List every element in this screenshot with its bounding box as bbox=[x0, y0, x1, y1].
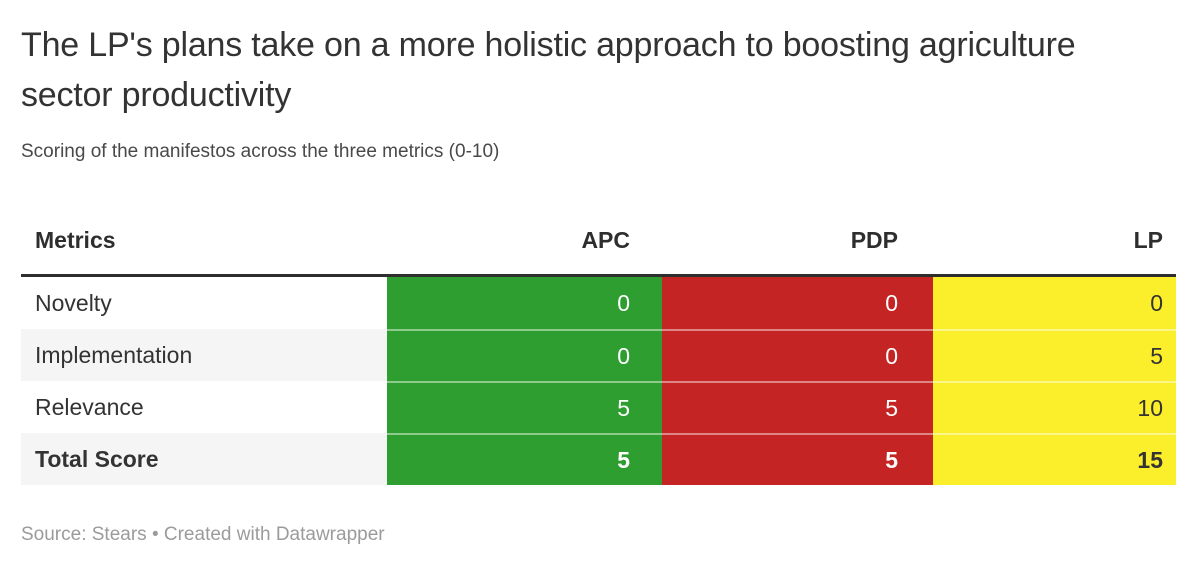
table-row-relevance: Relevance 5 5 10 bbox=[21, 381, 1176, 433]
metric-label: Novelty bbox=[21, 277, 387, 329]
table-header-row: Metrics APC PDP LP bbox=[21, 205, 1176, 277]
lp-score-cell: 15 bbox=[933, 433, 1176, 485]
apc-score-cell: 0 bbox=[387, 277, 662, 329]
table-row-total-score: Total Score 5 5 15 bbox=[21, 433, 1176, 485]
metric-label: Relevance bbox=[21, 381, 387, 433]
table-row-implementation: Implementation 0 0 5 bbox=[21, 329, 1176, 381]
datawrapper-chart: The LP's plans take on a more holistic a… bbox=[21, 26, 1176, 545]
apc-score-cell: 5 bbox=[387, 381, 662, 433]
page-title: The LP's plans take on a more holistic a… bbox=[21, 26, 1076, 114]
column-header-lp: LP bbox=[933, 205, 1176, 277]
page-subtitle: Scoring of the manifestos across the thr… bbox=[21, 141, 500, 162]
pdp-score-cell: 5 bbox=[662, 381, 933, 433]
column-header-apc: APC bbox=[387, 205, 662, 277]
pdp-score-cell: 0 bbox=[662, 277, 933, 329]
pdp-score-cell: 0 bbox=[662, 329, 933, 381]
metric-label: Implementation bbox=[21, 329, 387, 381]
apc-score-cell: 5 bbox=[387, 433, 662, 485]
apc-score-cell: 0 bbox=[387, 329, 662, 381]
pdp-score-cell: 5 bbox=[662, 433, 933, 485]
lp-score-cell: 10 bbox=[933, 381, 1176, 433]
metric-label: Total Score bbox=[21, 433, 387, 485]
column-header-pdp: PDP bbox=[662, 205, 933, 277]
lp-score-cell: 0 bbox=[933, 277, 1176, 329]
score-table: Metrics APC PDP LP Novelty 0 0 0 Impleme… bbox=[21, 205, 1176, 485]
column-header-metrics: Metrics bbox=[21, 205, 387, 277]
lp-score-cell: 5 bbox=[933, 329, 1176, 381]
source-credit: Source: Stears • Created with Datawrappe… bbox=[21, 524, 385, 545]
table-row-novelty: Novelty 0 0 0 bbox=[21, 277, 1176, 329]
